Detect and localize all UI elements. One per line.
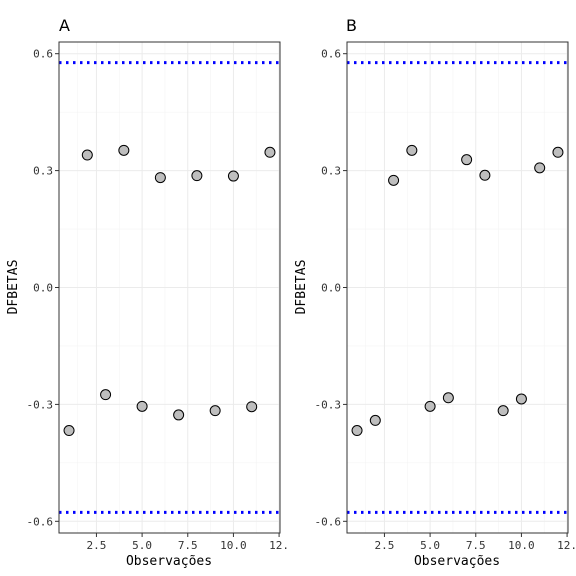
y-tick-label: 0.6: [321, 48, 341, 61]
data-point: [191, 170, 203, 182]
data-point: [388, 174, 400, 186]
y-tick-label: -0.3: [315, 398, 342, 411]
y-axis-title: DFBETAS: [6, 260, 21, 315]
data-point: [369, 414, 381, 426]
y-tick-label: 0.0: [321, 282, 341, 295]
data-point: [100, 389, 112, 401]
x-tick-label: 10.0: [508, 539, 535, 552]
y-tick-label: -0.6: [315, 515, 342, 528]
data-point: [461, 154, 473, 166]
data-point: [154, 172, 166, 184]
data-point: [497, 405, 509, 417]
data-point: [552, 146, 564, 158]
data-point: [442, 392, 454, 404]
x-tick-label: 2.5: [375, 539, 395, 552]
y-axis-title: DFBETAS: [294, 260, 309, 315]
data-point: [264, 146, 276, 158]
panel-b: B -0.6 -0.3 0.0 0.3 0.6 2.5 5.0 7.5 10.0 12. Obse…: [294, 16, 576, 569]
x-tick-label: 5.0: [132, 539, 152, 552]
reference-lines: [59, 61, 280, 514]
panel-label: A: [59, 16, 70, 35]
reference-lines: [347, 61, 568, 514]
grid: [59, 42, 280, 533]
data-point: [515, 393, 527, 405]
data-point: [63, 425, 75, 437]
grid: [347, 42, 568, 533]
x-tick-label: 7.5: [466, 539, 486, 552]
x-tick-label: 10.0: [220, 539, 247, 552]
y-tick-label: 0.3: [321, 165, 341, 178]
y-tick-label: -0.3: [27, 398, 54, 411]
data-point: [406, 144, 418, 156]
data-point: [479, 169, 491, 181]
x-tick-label: 12.: [557, 539, 576, 552]
data-point: [118, 144, 130, 156]
panel-a: A -0.6 -0.3 0.0 0.3 0.6 2.5 5.0 7.5 10.0 12. Obse…: [6, 16, 289, 569]
data-point: [209, 405, 221, 417]
x-axis-title: Observações: [126, 554, 212, 569]
data-point: [81, 149, 93, 161]
x-tick-label: 2.5: [87, 539, 107, 552]
x-tick-label: 5.0: [420, 539, 440, 552]
data-point: [173, 409, 185, 421]
data-point: [534, 162, 546, 174]
data-points: [63, 144, 276, 437]
x-tick-label: 12.: [269, 539, 289, 552]
y-tick-label: 0.0: [33, 282, 53, 295]
y-tick-label: 0.6: [33, 48, 53, 61]
data-point: [227, 170, 239, 182]
axis-ticks: -0.6 -0.3 0.0 0.3 0.6 2.5 5.0 7.5 10.0 12.: [27, 48, 290, 552]
data-point: [246, 401, 258, 413]
data-point: [351, 425, 363, 437]
y-tick-label: 0.3: [33, 165, 53, 178]
y-tick-label: -0.6: [27, 515, 54, 528]
panel-label: B: [346, 16, 357, 35]
data-points: [351, 144, 564, 437]
axis-ticks: -0.6 -0.3 0.0 0.3 0.6 2.5 5.0 7.5 10.0 12.: [315, 48, 576, 552]
data-point: [424, 400, 436, 412]
x-tick-label: 7.5: [178, 539, 198, 552]
x-axis-title: Observações: [414, 554, 500, 569]
data-point: [136, 400, 148, 412]
